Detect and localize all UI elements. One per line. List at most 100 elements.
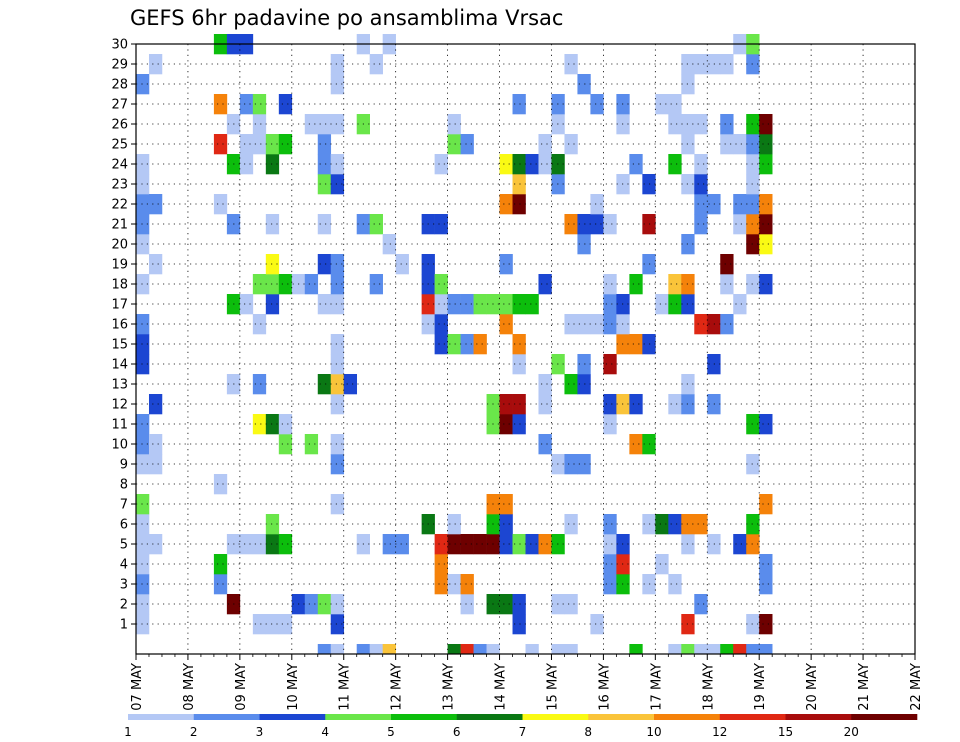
heatmap-cell	[525, 534, 539, 555]
heatmap-cell	[330, 334, 345, 355]
heatmap-cell	[603, 414, 617, 435]
heatmap-cell	[603, 574, 617, 595]
heatmap-cell	[136, 214, 150, 235]
colorbar-segment	[193, 714, 260, 720]
heatmap-cell	[629, 334, 643, 355]
heatmap-cell	[655, 294, 669, 315]
heatmap-cell	[564, 594, 578, 615]
colorbar-segment	[128, 714, 195, 720]
heatmap-cell	[538, 154, 552, 175]
heatmap-cell	[733, 294, 747, 315]
y-tick-label: 17	[111, 298, 128, 313]
heatmap-cell	[525, 294, 539, 315]
heatmap-cell	[499, 414, 513, 435]
heatmap-cell	[252, 94, 267, 115]
heatmap-cell	[304, 114, 319, 135]
heatmap-cell	[447, 114, 461, 135]
colorbar-label: 12	[712, 725, 727, 739]
heatmap-cell	[668, 94, 682, 115]
heatmap-cell	[577, 74, 591, 95]
heatmap-cell	[512, 354, 526, 375]
colorbar-label: 15	[778, 725, 793, 739]
heatmap-cell	[759, 554, 773, 575]
heatmap-cell	[720, 134, 734, 155]
heatmap-cell	[603, 214, 617, 235]
heatmap-cell	[265, 294, 280, 315]
heatmap-cell	[746, 214, 760, 235]
heatmap-cell	[447, 534, 461, 555]
heatmap-cell	[252, 614, 267, 635]
heatmap-cell	[603, 534, 617, 555]
heatmap-cell	[460, 294, 474, 315]
heatmap-cell	[473, 644, 487, 655]
heatmap-cell	[525, 644, 539, 655]
heatmap-cell	[642, 174, 656, 195]
heatmap-cell	[694, 594, 708, 615]
heatmap-cell	[213, 554, 228, 575]
heatmap-cell	[317, 174, 332, 195]
heatmap-cell	[148, 434, 163, 455]
heatmap-cell	[304, 594, 319, 615]
heatmap-cell	[460, 134, 474, 155]
y-tick-label: 18	[111, 278, 128, 293]
heatmap-cell	[369, 644, 383, 655]
heatmap-cell	[733, 194, 747, 215]
heatmap-cell	[278, 274, 293, 295]
heatmap-cell	[499, 534, 513, 555]
heatmap-cell	[213, 94, 228, 115]
heatmap-cell	[694, 214, 708, 235]
heatmap-cell	[330, 174, 345, 195]
heatmap-cell	[564, 514, 578, 535]
x-tick-label: 20 MAY	[805, 663, 820, 711]
heatmap-cell	[655, 94, 669, 115]
heatmap-cell	[304, 434, 319, 455]
x-tick-label: 07 MAY	[130, 663, 145, 711]
heatmap-cell	[265, 514, 280, 535]
heatmap-cell	[330, 114, 345, 135]
heatmap-cell	[136, 534, 150, 555]
heatmap-cell	[330, 374, 345, 395]
y-tick-label: 19	[111, 258, 128, 273]
y-tick-label: 15	[111, 338, 128, 353]
colorbar-segment	[785, 714, 852, 720]
colorbar-label: 7	[519, 725, 527, 739]
y-tick-label: 7	[120, 498, 128, 513]
heatmap-cell	[538, 534, 552, 555]
heatmap-cell	[148, 454, 163, 475]
y-tick-label: 28	[111, 78, 128, 93]
heatmap-cell	[759, 114, 773, 135]
colorbar-label: 2	[190, 725, 198, 739]
heatmap-cell	[590, 314, 604, 335]
heatmap-cell	[525, 154, 539, 175]
heatmap-cell	[629, 434, 643, 455]
heatmap-cell	[434, 574, 448, 595]
heatmap-cell	[694, 174, 708, 195]
y-tick-label: 29	[111, 58, 128, 73]
heatmap-cell	[330, 434, 345, 455]
heatmap-cell	[746, 414, 760, 435]
heatmap-cell	[746, 644, 760, 655]
heatmap-cell	[330, 454, 345, 475]
heatmap-cell	[577, 214, 591, 235]
heatmap-cell	[460, 574, 474, 595]
heatmap-cell	[317, 214, 332, 235]
colorbar-segment	[391, 714, 458, 720]
axes: 1234567891011121314151617181920212223242…	[111, 38, 924, 711]
heatmap-cell	[136, 514, 150, 535]
colorbar-label: 6	[453, 725, 461, 739]
heatmap-cell	[538, 134, 552, 155]
heatmap-cell	[759, 494, 773, 515]
heatmap-cell	[512, 94, 526, 115]
heatmap-cell	[136, 454, 150, 475]
heatmap-cell	[330, 154, 345, 175]
heatmap-cell	[746, 454, 760, 475]
heatmap-cell	[447, 514, 461, 535]
heatmap-cell	[759, 234, 773, 255]
y-tick-label: 21	[111, 218, 128, 233]
heatmap-cell	[642, 574, 656, 595]
heatmap-cell	[564, 214, 578, 235]
heatmap-cell	[252, 534, 267, 555]
heatmap-cell	[746, 614, 760, 635]
y-tick-label: 13	[111, 378, 128, 393]
heatmap-cell	[369, 274, 383, 295]
